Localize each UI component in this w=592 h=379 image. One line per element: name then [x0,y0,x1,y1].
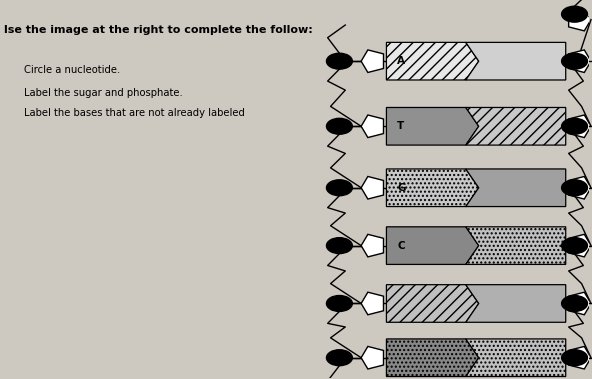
Polygon shape [569,115,591,138]
Polygon shape [387,285,479,322]
Circle shape [562,350,587,366]
Circle shape [562,296,587,312]
Text: lse the image at the right to complete the follow:: lse the image at the right to complete t… [4,25,313,35]
Polygon shape [387,227,479,265]
Polygon shape [361,346,384,369]
Text: Circle a nucleotide.: Circle a nucleotide. [24,65,120,75]
Circle shape [326,180,352,196]
Circle shape [326,118,352,134]
Polygon shape [466,42,566,80]
Polygon shape [569,177,591,199]
Circle shape [326,53,352,69]
Polygon shape [387,339,479,376]
Polygon shape [361,115,384,138]
Circle shape [326,350,352,366]
Polygon shape [361,50,384,72]
Polygon shape [569,50,591,72]
Circle shape [562,118,587,134]
Text: A: A [397,56,405,66]
Text: T: T [397,121,404,131]
Polygon shape [466,227,566,265]
Circle shape [326,238,352,254]
Circle shape [562,53,587,69]
Circle shape [562,238,587,254]
Polygon shape [387,108,479,145]
Text: Label the bases that are not already labeled: Label the bases that are not already lab… [24,108,244,118]
Text: C: C [397,241,405,251]
Polygon shape [361,177,384,199]
Polygon shape [569,8,591,31]
Circle shape [562,6,587,22]
Circle shape [326,296,352,312]
Polygon shape [387,42,479,80]
Text: G: G [397,183,406,193]
Polygon shape [466,339,566,376]
Polygon shape [361,292,384,315]
Polygon shape [387,169,479,207]
Text: Label the sugar and phosphate.: Label the sugar and phosphate. [24,88,182,98]
Polygon shape [361,234,384,257]
Polygon shape [569,346,591,369]
Polygon shape [569,234,591,257]
Circle shape [562,180,587,196]
Polygon shape [466,285,566,322]
Polygon shape [466,169,566,207]
Polygon shape [569,292,591,315]
Polygon shape [466,108,566,145]
